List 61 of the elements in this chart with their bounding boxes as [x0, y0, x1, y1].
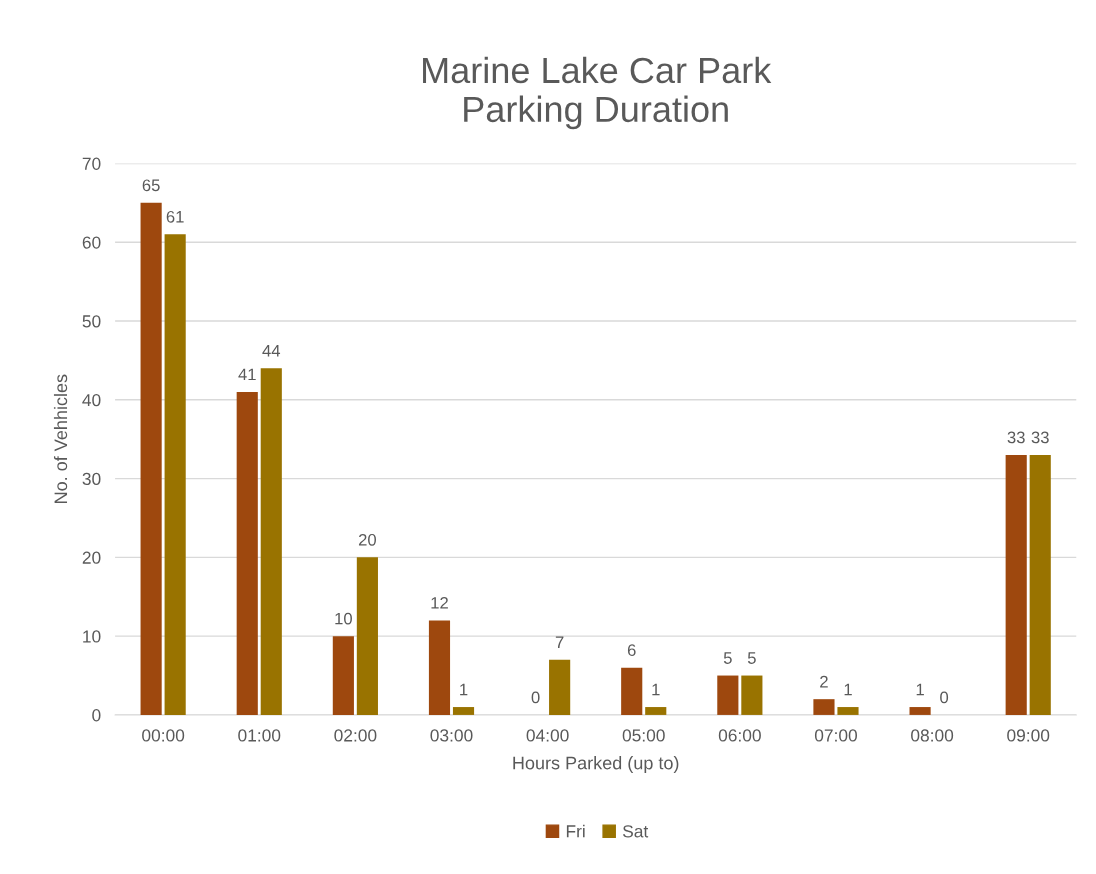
bar — [332, 636, 354, 715]
data-label: 65 — [142, 179, 160, 192]
data-label: 0 — [940, 691, 949, 704]
bar — [717, 675, 739, 715]
x-tick-label: 09:00 — [1007, 729, 1050, 742]
y-tick-label: 40 — [82, 393, 101, 407]
data-label: 44 — [262, 345, 281, 357]
data-label: 41 — [238, 368, 256, 381]
data-label: 7 — [555, 636, 564, 648]
data-label: 1 — [652, 683, 660, 696]
bar — [1005, 454, 1027, 715]
data-label: 1 — [460, 683, 468, 696]
chart-title: Marine Lake Car Park Parking Duration — [423, 56, 772, 130]
data-label: 12 — [431, 596, 448, 609]
data-label: 33 — [1031, 431, 1049, 444]
y-tick-label: 0 — [92, 709, 101, 722]
bar — [621, 667, 643, 715]
y-tick-label: 20 — [82, 551, 101, 564]
bar — [909, 707, 931, 715]
legend-label: Fri — [566, 824, 585, 838]
x-tick-label: 08:00 — [911, 729, 954, 742]
legend-label: Sat — [622, 825, 649, 838]
data-label: 10 — [335, 612, 352, 625]
y-axis-title: No. of Vehhicles — [53, 374, 68, 503]
bar — [549, 659, 571, 715]
x-tick-label: 01:00 — [238, 729, 281, 742]
data-label: 0 — [531, 691, 540, 704]
data-label: 33 — [1007, 431, 1025, 444]
data-label: 5 — [723, 652, 732, 664]
data-label: 20 — [358, 533, 377, 546]
bar — [428, 620, 451, 715]
bar — [1029, 454, 1051, 715]
bar — [236, 391, 258, 715]
bar — [164, 234, 186, 715]
bar — [837, 707, 859, 715]
x-tick-label: 06:00 — [718, 729, 761, 742]
bar — [645, 707, 667, 715]
y-tick-label: 50 — [82, 315, 101, 328]
y-tick-label: 10 — [83, 630, 101, 643]
bar — [452, 707, 475, 715]
bar — [356, 557, 378, 715]
data-label: 1 — [916, 683, 924, 696]
data-label: 5 — [747, 652, 756, 664]
x-tick-label: 00:00 — [142, 729, 185, 742]
y-tick-label: 70 — [82, 157, 101, 170]
y-tick-label: 60 — [82, 236, 101, 249]
x-tick-label: 05:00 — [622, 729, 665, 742]
data-label: 6 — [627, 644, 636, 657]
data-label: 61 — [166, 210, 184, 223]
x-axis-title: Hours Parked (up to) — [513, 756, 679, 773]
x-tick-label: 02:00 — [334, 729, 377, 742]
bar — [260, 368, 282, 715]
y-tick-label: 30 — [82, 472, 101, 486]
x-tick-label: 07:00 — [814, 729, 858, 742]
data-label: 2 — [820, 675, 828, 688]
bar — [813, 699, 835, 715]
data-label: 1 — [844, 683, 852, 696]
bar — [741, 675, 763, 715]
x-tick-label: 03:00 — [430, 729, 473, 742]
x-tick-label: 04:00 — [526, 729, 569, 742]
bar — [140, 202, 162, 715]
